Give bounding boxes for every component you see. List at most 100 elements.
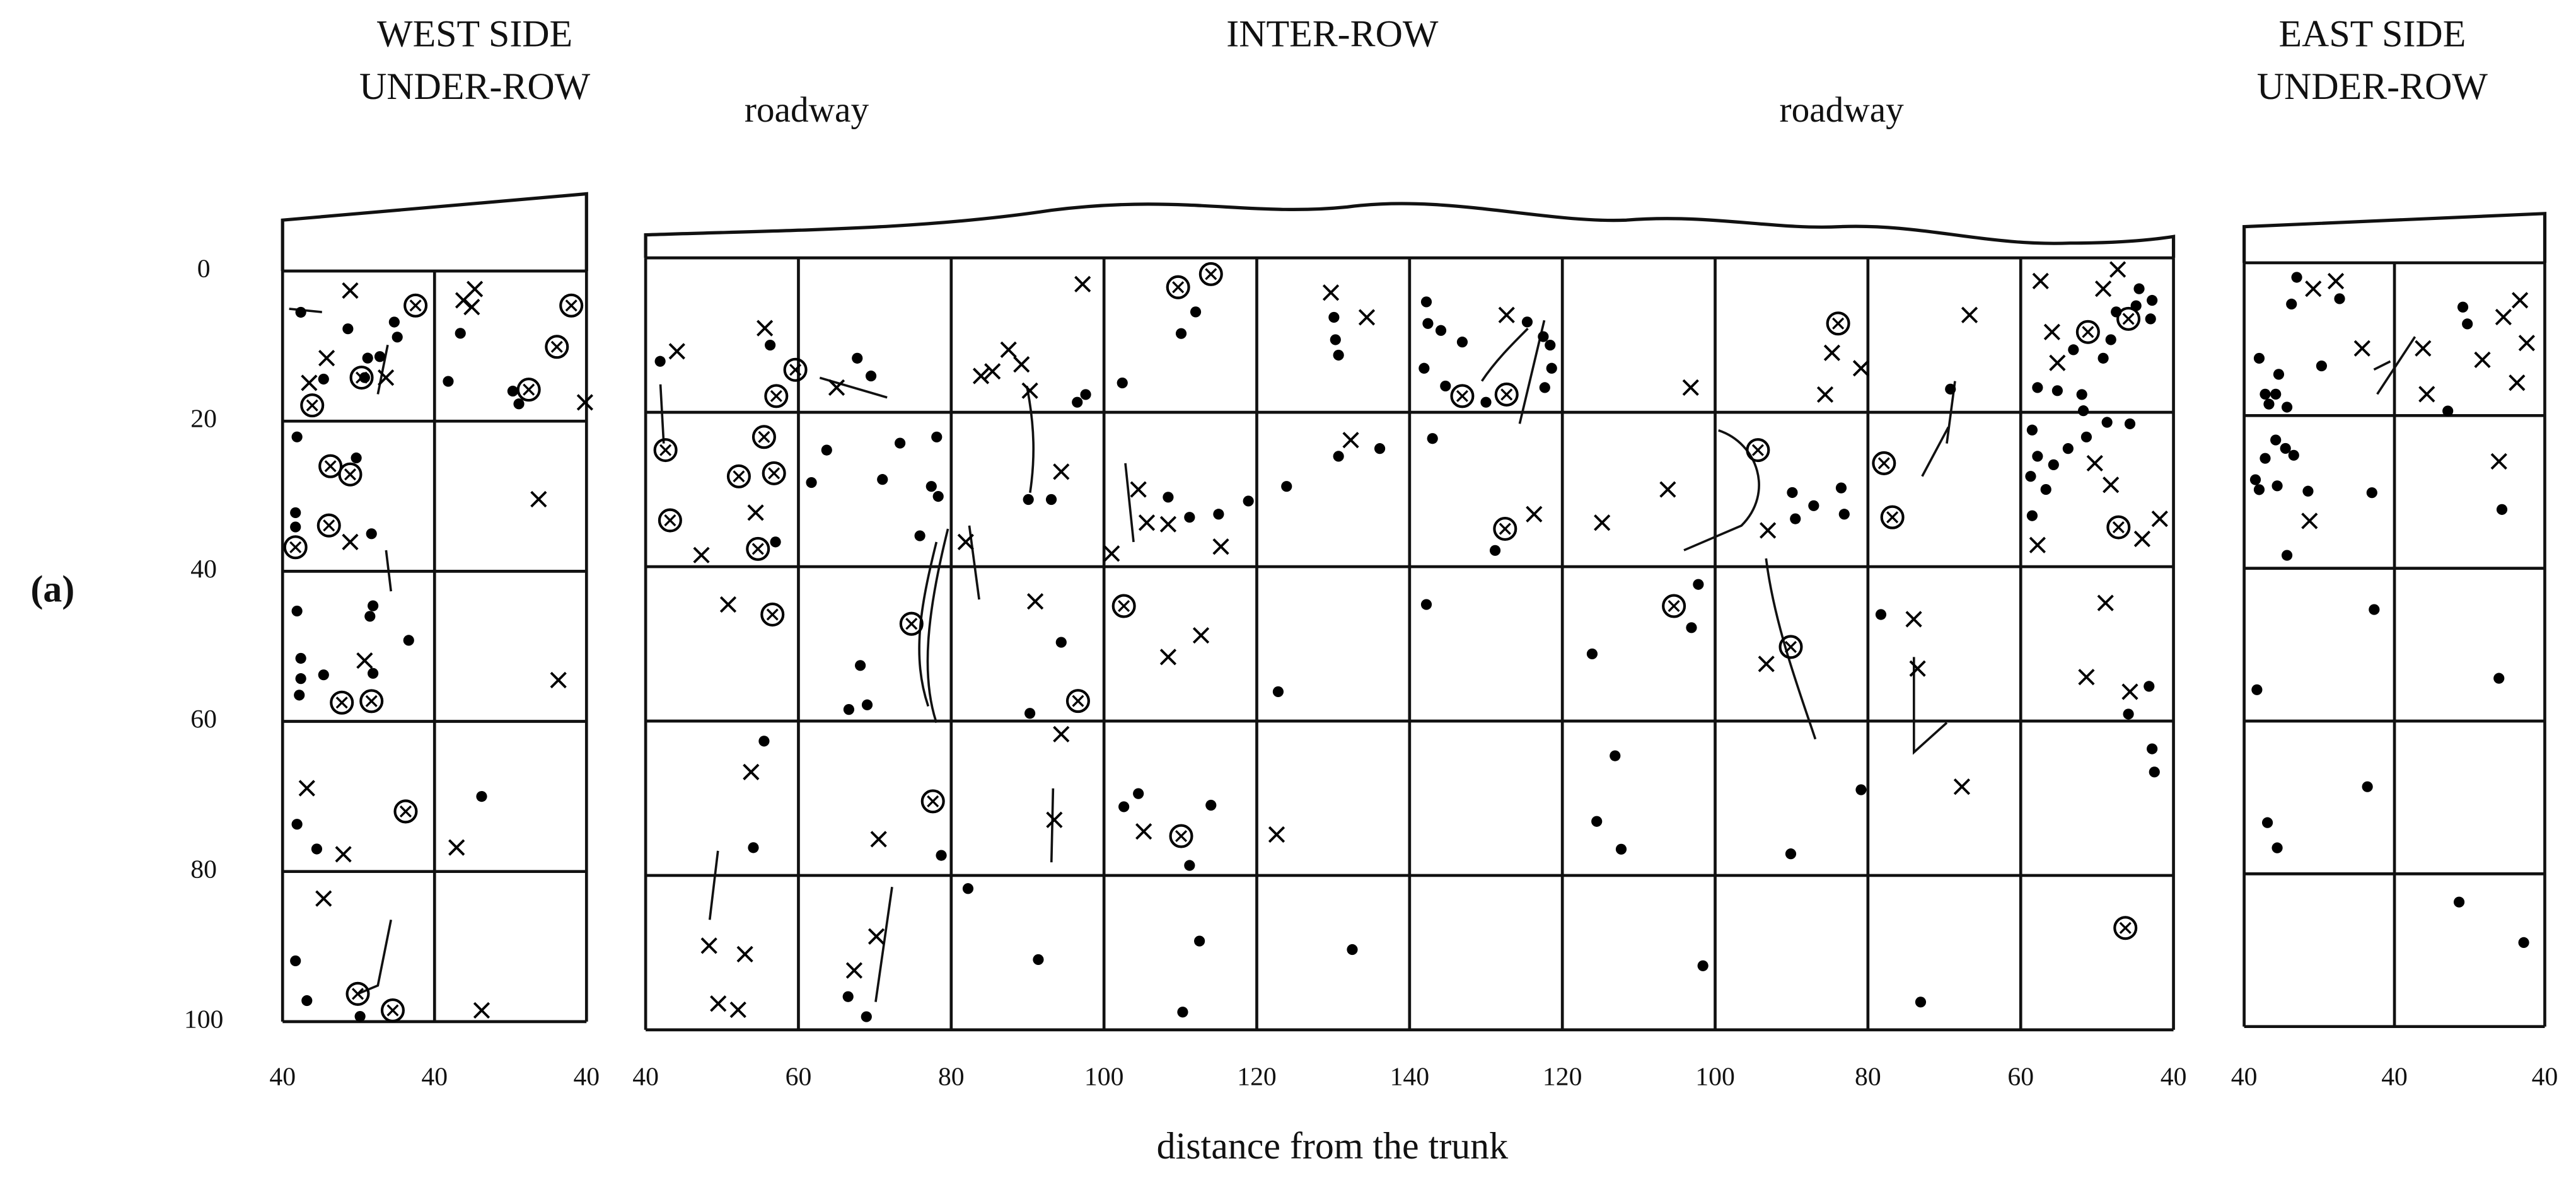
point	[283, 535, 308, 560]
cross	[2082, 326, 2094, 338]
point	[2474, 351, 2491, 368]
cross	[2049, 354, 2066, 371]
dot	[1785, 848, 1797, 860]
cross	[365, 695, 378, 707]
ring	[1169, 824, 1193, 848]
point	[2075, 320, 2100, 344]
cross	[306, 399, 318, 412]
dot	[2149, 766, 2160, 778]
point	[1905, 611, 1922, 628]
point	[1118, 801, 1130, 812]
point	[1823, 344, 1841, 361]
ring	[764, 384, 789, 408]
point	[1347, 944, 1358, 956]
point	[852, 352, 863, 364]
point	[516, 378, 541, 402]
cross	[789, 364, 802, 376]
point	[2144, 681, 2155, 692]
cross	[1499, 523, 1511, 535]
cross	[1268, 826, 1285, 843]
ring	[920, 789, 945, 814]
point	[1526, 505, 1543, 523]
dot	[2253, 484, 2265, 495]
point	[1610, 750, 1621, 761]
x-tick-label: 40	[2532, 1063, 2558, 1092]
cross	[386, 1004, 399, 1017]
point	[330, 690, 354, 715]
point	[455, 328, 466, 339]
dot	[2369, 604, 2380, 615]
point	[463, 299, 480, 316]
panel-title: INTER-ROW	[1226, 13, 1439, 55]
dot	[507, 385, 518, 397]
cross	[289, 541, 302, 553]
dot	[1546, 362, 1557, 374]
dot	[1538, 331, 1549, 342]
cross	[1138, 514, 1156, 531]
point	[925, 481, 937, 492]
point	[298, 780, 315, 797]
point	[576, 394, 593, 411]
cross	[335, 696, 348, 709]
point	[1662, 594, 1686, 618]
point	[1546, 362, 1557, 374]
point	[301, 995, 313, 1007]
dot	[1427, 433, 1438, 444]
point	[770, 536, 781, 548]
point	[294, 690, 305, 701]
cross	[2418, 386, 2435, 403]
dot	[1855, 784, 1867, 795]
dot	[2270, 388, 2282, 400]
cross	[729, 1001, 746, 1019]
dot	[1330, 334, 1341, 345]
ring	[1880, 505, 1905, 529]
point	[984, 363, 1001, 380]
cross	[1118, 599, 1130, 613]
point	[1852, 360, 1870, 377]
dot	[1419, 362, 1430, 374]
dot	[1808, 500, 1819, 511]
point	[1026, 593, 1044, 610]
point	[1103, 545, 1120, 562]
point	[2133, 530, 2151, 548]
cross	[664, 514, 676, 527]
dot	[861, 699, 873, 710]
point	[1177, 1007, 1188, 1018]
point	[1787, 487, 1798, 499]
dot	[914, 530, 925, 541]
point	[2249, 474, 2261, 485]
dot	[2273, 369, 2285, 380]
cross	[2518, 335, 2535, 352]
x-tick-label: 120	[1237, 1063, 1277, 1092]
point	[318, 373, 329, 385]
dot	[290, 955, 301, 967]
dot	[1243, 495, 1254, 507]
point	[342, 533, 359, 551]
dot	[1521, 316, 1533, 328]
ring	[349, 366, 374, 390]
point	[2147, 743, 2158, 754]
dot	[2261, 817, 2273, 828]
cross	[351, 988, 364, 1000]
point	[2025, 471, 2036, 482]
point	[2133, 283, 2145, 294]
point	[1065, 689, 1090, 713]
dot	[1435, 325, 1447, 336]
point	[291, 431, 303, 442]
point	[962, 883, 974, 894]
point	[729, 1001, 746, 1019]
cross	[2509, 374, 2526, 391]
dot	[765, 339, 776, 351]
point	[1915, 996, 1927, 1008]
ring	[380, 998, 405, 1023]
point	[1333, 451, 1344, 462]
dot	[2366, 487, 2377, 499]
point	[359, 689, 384, 713]
dot	[2271, 842, 2283, 853]
dot	[295, 306, 306, 318]
point	[2094, 280, 2112, 298]
point	[291, 819, 303, 830]
point	[2327, 272, 2345, 290]
panel-title: UNDER-ROW	[359, 66, 591, 107]
dot	[1875, 609, 1887, 620]
